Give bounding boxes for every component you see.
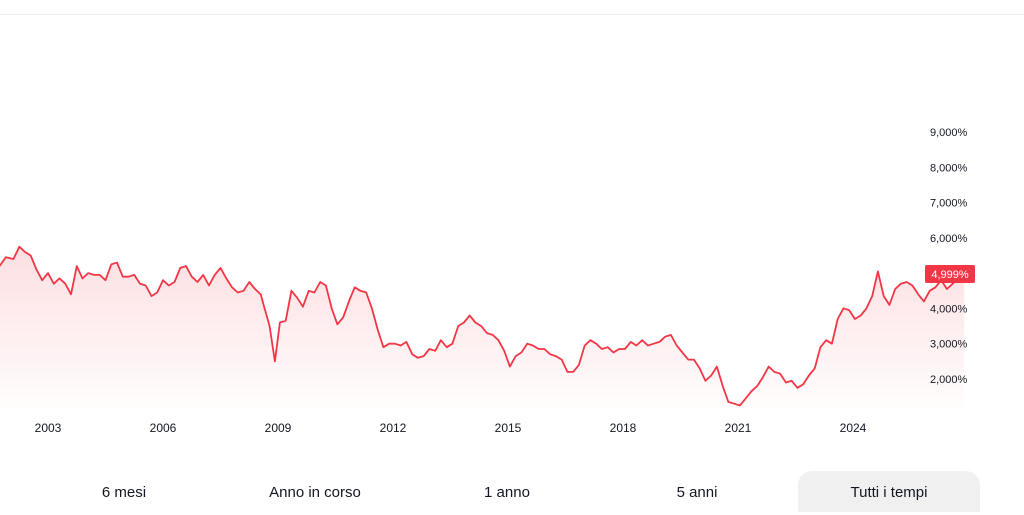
range-5-anni[interactable]: 5 anni <box>676 484 718 501</box>
x-axis: 2003 2006 2009 2012 2015 2018 2021 2024 <box>35 421 867 435</box>
x-tick-label: 2003 <box>35 421 62 435</box>
x-tick-label: 2024 <box>840 421 867 435</box>
y-tick-label: 9,000% <box>930 127 968 139</box>
last-value-label: 4,999% <box>931 269 969 281</box>
y-tick-label: 2,000% <box>930 374 968 386</box>
y-tick-label: 3,000% <box>930 339 968 351</box>
y-tick-label: 4,000% <box>930 303 968 315</box>
top-divider <box>0 14 1024 15</box>
last-value-badge <box>925 265 975 283</box>
y-tick-label: 8,000% <box>930 162 968 174</box>
range-anno-in-corso[interactable]: Anno in corso <box>269 484 361 501</box>
last-value-marker: 4,999% <box>925 265 975 283</box>
range-6-mesi[interactable]: 6 mesi <box>101 484 147 501</box>
plot-area <box>0 245 968 410</box>
yield-chart[interactable]: 9,000% 8,000% 7,000% 6,000% 4,000% 3,000% 2,00… <box>0 0 1024 460</box>
x-tick-label: 2018 <box>610 421 637 435</box>
range-tutti-i-tempi[interactable]: Tutti i tempi <box>798 471 980 512</box>
series-line <box>0 245 965 407</box>
x-tick-label: 2006 <box>150 421 177 435</box>
y-axis: 9,000% 8,000% 7,000% 6,000% 4,000% 3,000% 2,00… <box>930 127 968 386</box>
x-tick-label: 2009 <box>265 421 292 435</box>
x-tick-label: 2012 <box>380 421 407 435</box>
x-tick-label: 2015 <box>495 421 522 435</box>
range-selector: 6 mesi Anno in corso 1 anno 5 anni Tutti… <box>0 471 1024 512</box>
range-1-anno[interactable]: 1 anno <box>484 484 530 501</box>
y-tick-label: 6,000% <box>930 233 968 245</box>
x-tick-label: 2021 <box>725 421 752 435</box>
y-tick-label: 7,000% <box>930 198 968 210</box>
